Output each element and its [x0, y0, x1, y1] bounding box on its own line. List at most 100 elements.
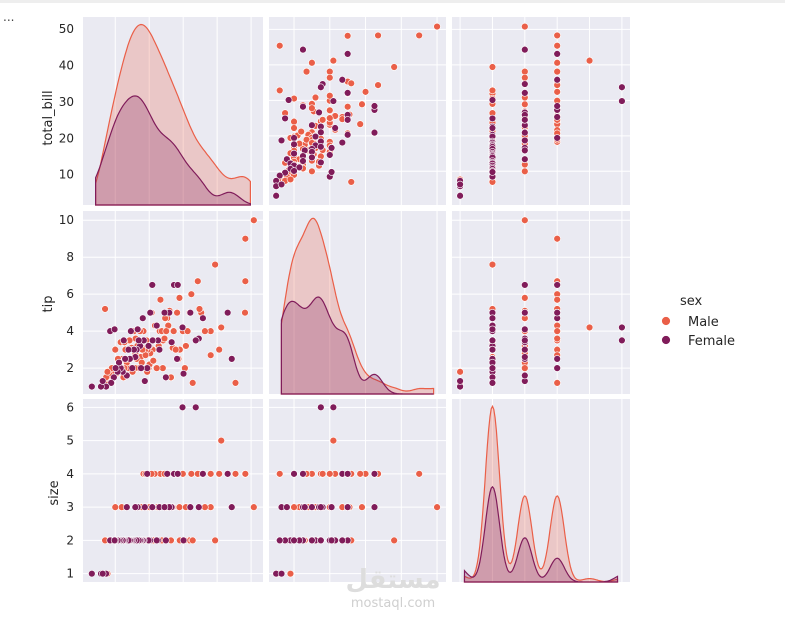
point-male — [290, 503, 298, 511]
point-male — [169, 327, 178, 335]
point-female — [88, 382, 96, 391]
point-female — [144, 342, 153, 350]
point-male — [521, 73, 529, 82]
point-male — [194, 277, 202, 285]
point-female — [553, 281, 561, 289]
point-female — [521, 89, 529, 97]
point-female — [276, 536, 284, 545]
point-female — [299, 470, 307, 478]
ylabel-size: size — [47, 480, 62, 505]
point-male — [206, 470, 215, 478]
point-male — [290, 124, 298, 132]
point-male — [311, 93, 320, 102]
kde-female — [463, 485, 619, 583]
ytick-label-tip: 6 — [66, 287, 74, 301]
point-female — [299, 157, 307, 165]
point-male — [326, 106, 334, 114]
point-female — [521, 345, 529, 354]
point-male — [521, 216, 529, 224]
point-female — [143, 470, 151, 478]
point-female — [277, 569, 286, 578]
point-male — [318, 470, 327, 478]
ytick-label-total_bill: 30 — [59, 95, 74, 109]
point-female — [315, 108, 323, 117]
point-female — [277, 136, 286, 145]
panel-size-vs-size — [452, 399, 630, 583]
point-female — [317, 503, 325, 511]
point-female — [370, 503, 379, 511]
point-male — [356, 470, 364, 478]
point-female — [228, 355, 236, 363]
point-female — [370, 128, 379, 137]
point-male — [308, 167, 316, 176]
point-male — [521, 22, 529, 31]
point-female — [162, 373, 170, 382]
point-female — [301, 503, 309, 511]
point-female — [111, 364, 120, 372]
point-female — [137, 364, 145, 372]
point-male — [187, 470, 196, 478]
point-male — [290, 117, 298, 126]
point-male — [553, 334, 561, 343]
panel-background — [83, 399, 263, 582]
point-female — [521, 136, 529, 145]
point-female — [553, 355, 561, 363]
watermark: مستقل mostaql.com — [345, 565, 440, 611]
point-male — [456, 368, 464, 376]
ylabel-tip: tip — [41, 296, 56, 313]
kde-male — [463, 404, 619, 583]
point-female — [148, 281, 156, 289]
point-female — [343, 131, 352, 139]
point-male — [160, 334, 169, 343]
point-male — [187, 290, 196, 298]
point-male — [488, 86, 497, 95]
point-male — [215, 345, 223, 354]
panel-background — [452, 17, 630, 205]
point-male — [326, 470, 334, 478]
point-male — [488, 63, 497, 71]
point-female — [618, 323, 626, 332]
ytick-label-total_bill: 40 — [59, 59, 74, 73]
legend-marker-female — [661, 335, 671, 345]
point-female — [284, 96, 293, 104]
point-male — [585, 323, 594, 332]
point-female — [179, 536, 188, 545]
point-female — [123, 503, 131, 511]
point-male — [308, 104, 316, 112]
point-male — [297, 127, 305, 136]
point-female — [174, 281, 182, 289]
point-female — [290, 149, 298, 158]
panel-background — [83, 17, 263, 205]
point-female — [338, 536, 347, 545]
point-male — [326, 114, 334, 122]
point-male — [201, 503, 209, 511]
watermark-arabic: مستقل — [345, 565, 440, 595]
point-female — [370, 102, 379, 110]
point-female — [521, 45, 529, 54]
point-female — [88, 569, 96, 578]
point-female — [553, 364, 561, 372]
point-male — [433, 22, 441, 31]
panels-layer — [83, 17, 630, 583]
point-male — [329, 56, 338, 65]
point-male — [553, 379, 561, 387]
point-female — [553, 113, 561, 121]
point-male — [175, 294, 184, 302]
point-female — [139, 314, 147, 322]
point-female — [141, 377, 149, 385]
legend-title: sex — [680, 294, 703, 309]
point-female — [174, 470, 182, 478]
point-female — [186, 308, 195, 317]
point-female — [338, 76, 347, 84]
point-female — [553, 102, 561, 110]
point-female — [521, 155, 529, 163]
kde-male — [280, 217, 435, 395]
panel-size-vs-tip — [269, 399, 446, 582]
point-female — [618, 97, 626, 105]
point-male — [521, 364, 529, 372]
point-female — [521, 146, 529, 155]
point-female — [299, 45, 307, 54]
point-female — [186, 503, 195, 511]
point-male — [156, 296, 165, 304]
